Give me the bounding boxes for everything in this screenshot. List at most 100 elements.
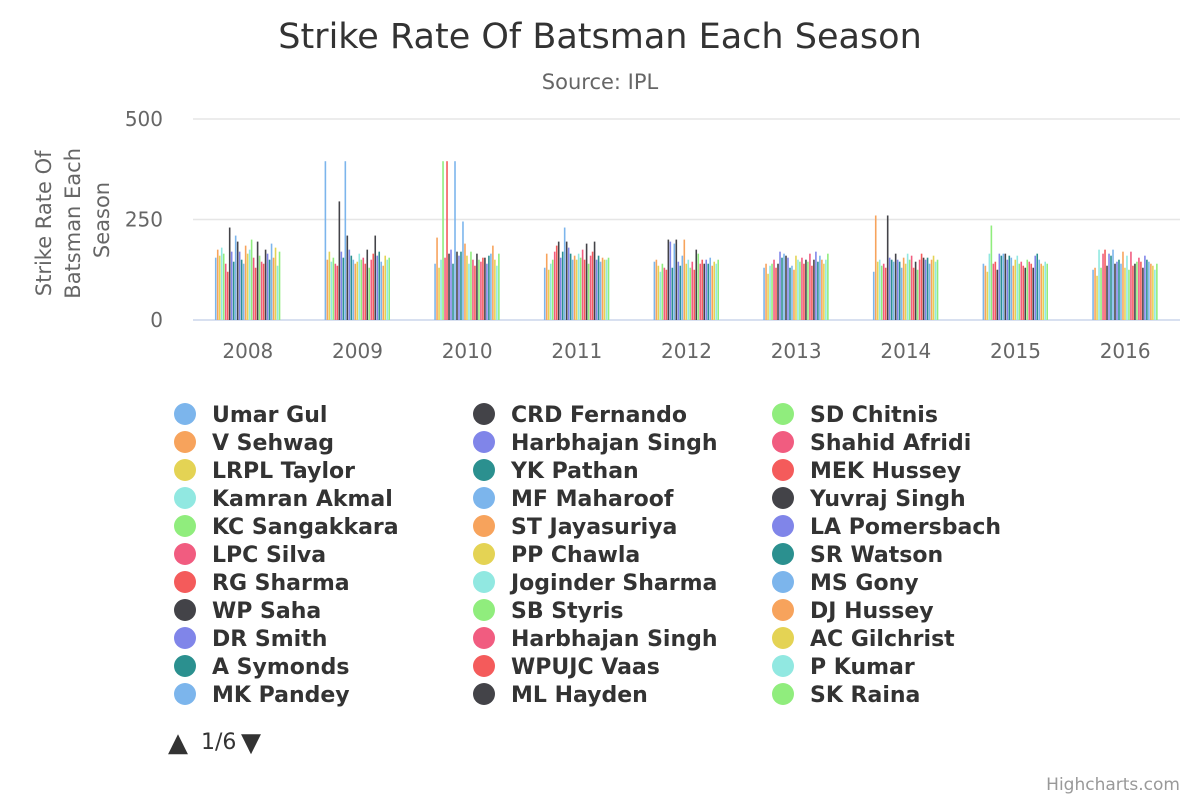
bar[interactable] <box>563 227 566 320</box>
bar[interactable] <box>226 271 229 320</box>
bar[interactable] <box>769 265 771 320</box>
bar[interactable] <box>358 253 361 320</box>
bar[interactable] <box>819 255 821 320</box>
bar[interactable] <box>811 265 813 320</box>
legend-item[interactable]: WPUJC Vaas <box>511 655 660 680</box>
bar[interactable] <box>444 257 446 320</box>
bar[interactable] <box>486 263 488 320</box>
bar[interactable] <box>896 259 899 320</box>
bar[interactable] <box>667 239 670 320</box>
bar[interactable] <box>364 263 367 320</box>
bar[interactable] <box>767 273 769 320</box>
bar[interactable] <box>250 239 253 320</box>
bar[interactable] <box>886 215 889 320</box>
bar[interactable] <box>671 267 674 320</box>
bar[interactable] <box>659 271 662 320</box>
legend-item[interactable]: PP Chawla <box>511 543 640 568</box>
bar[interactable] <box>1030 263 1033 320</box>
legend-item[interactable]: LA Pomersbach <box>810 515 1001 540</box>
bar[interactable] <box>807 261 809 320</box>
bar[interactable] <box>1008 255 1011 320</box>
bar[interactable] <box>1110 255 1112 320</box>
bar[interactable] <box>902 257 905 320</box>
bar[interactable] <box>986 271 989 320</box>
bar[interactable] <box>918 259 921 320</box>
bar[interactable] <box>687 259 690 320</box>
bar[interactable] <box>916 269 919 320</box>
bar[interactable] <box>880 265 883 320</box>
bar[interactable] <box>452 263 454 320</box>
bar[interactable] <box>605 259 608 320</box>
bar[interactable] <box>569 253 572 320</box>
bar[interactable] <box>599 261 602 320</box>
bar[interactable] <box>998 253 1001 320</box>
bar[interactable] <box>494 259 496 320</box>
bar[interactable] <box>685 263 688 320</box>
legend-item[interactable]: SK Raina <box>810 683 920 708</box>
bar[interactable] <box>1112 249 1114 320</box>
bar[interactable] <box>703 263 706 320</box>
bar[interactable] <box>254 267 257 320</box>
bar[interactable] <box>695 249 698 320</box>
legend-item[interactable]: SB Styris <box>511 599 623 624</box>
bar[interactable] <box>382 265 385 320</box>
bar[interactable] <box>252 257 255 320</box>
bar[interactable] <box>388 257 390 320</box>
bar[interactable] <box>551 259 554 320</box>
bar[interactable] <box>988 253 991 320</box>
bar[interactable] <box>330 261 333 320</box>
legend-marker[interactable] <box>473 459 495 481</box>
bar[interactable] <box>1002 253 1005 320</box>
bar[interactable] <box>350 255 353 320</box>
bar[interactable] <box>785 255 787 320</box>
bar[interactable] <box>715 263 717 320</box>
legend-item[interactable]: ML Hayden <box>511 683 648 708</box>
bar[interactable] <box>1114 263 1116 320</box>
bar[interactable] <box>665 269 668 320</box>
bar[interactable] <box>230 251 233 320</box>
bar[interactable] <box>1142 267 1144 320</box>
bar[interactable] <box>238 251 241 320</box>
legend-item[interactable]: MK Pandey <box>212 683 350 708</box>
bar[interactable] <box>709 257 712 320</box>
bar[interactable] <box>246 253 249 320</box>
bar[interactable] <box>1094 267 1096 320</box>
bar[interactable] <box>344 161 347 320</box>
legend-marker[interactable] <box>772 627 794 649</box>
bar[interactable] <box>384 255 387 320</box>
legend-marker[interactable] <box>174 599 196 621</box>
bar[interactable] <box>581 249 584 320</box>
bar[interactable] <box>912 267 915 320</box>
bar[interactable] <box>992 263 995 320</box>
bar[interactable] <box>482 257 484 320</box>
bar[interactable] <box>448 253 450 320</box>
bar[interactable] <box>701 259 704 320</box>
bar[interactable] <box>272 257 275 320</box>
legend-item[interactable]: MF Maharoof <box>511 487 674 512</box>
bar[interactable] <box>705 259 708 320</box>
bar[interactable] <box>793 269 795 320</box>
bar[interactable] <box>547 269 550 320</box>
bar[interactable] <box>1096 275 1098 320</box>
legend-marker[interactable] <box>772 543 794 565</box>
bar[interactable] <box>1118 259 1120 320</box>
bar[interactable] <box>984 265 987 320</box>
bar[interactable] <box>561 251 564 320</box>
bar[interactable] <box>326 259 329 320</box>
bar[interactable] <box>898 261 901 320</box>
bar[interactable] <box>801 257 803 320</box>
bar[interactable] <box>587 263 590 320</box>
bar[interactable] <box>274 247 277 320</box>
legend-item[interactable]: KC Sangakkara <box>212 515 399 540</box>
bar[interactable] <box>454 161 456 320</box>
bar[interactable] <box>1116 261 1118 320</box>
bar[interactable] <box>1130 251 1132 320</box>
legend-marker[interactable] <box>174 543 196 565</box>
legend-marker[interactable] <box>772 403 794 425</box>
legend-marker[interactable] <box>174 515 196 537</box>
bar[interactable] <box>466 255 468 320</box>
bar[interactable] <box>1036 253 1039 320</box>
bar[interactable] <box>370 259 373 320</box>
bar[interactable] <box>1018 263 1021 320</box>
legend-marker[interactable] <box>174 655 196 677</box>
